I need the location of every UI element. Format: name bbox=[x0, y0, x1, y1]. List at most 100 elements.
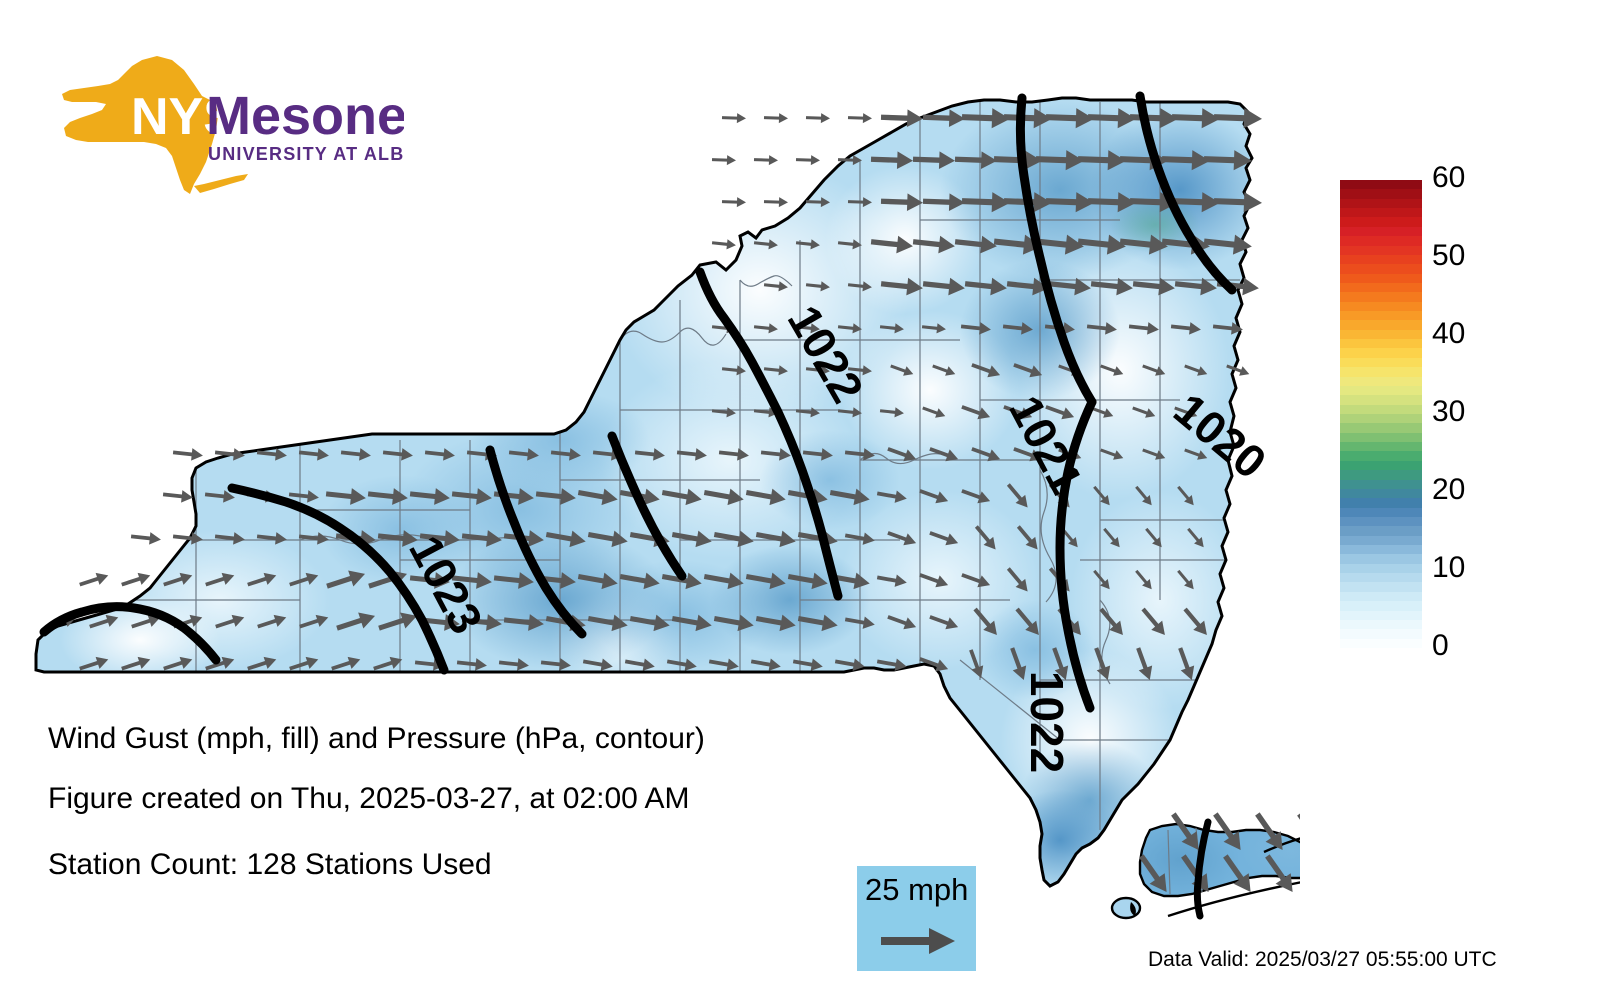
wind-barb bbox=[493, 488, 534, 505]
colorbar-tick-30: 30 bbox=[1432, 395, 1466, 428]
wind-barb bbox=[721, 197, 746, 208]
colorbar-band-7 bbox=[1340, 245, 1422, 255]
wind-barb bbox=[299, 614, 329, 629]
colorbar-band-24 bbox=[1340, 404, 1422, 414]
wind-barb bbox=[1161, 150, 1210, 171]
colorbar-band-26 bbox=[1340, 423, 1422, 433]
wind-vector-key: 25 mph bbox=[857, 866, 976, 971]
wind-barb bbox=[837, 239, 862, 250]
station-count-text: Station Count: 128 Stations Used bbox=[48, 848, 492, 881]
wind-barb bbox=[1119, 234, 1168, 255]
wind-barb bbox=[661, 488, 702, 506]
colorbar-band-11 bbox=[1340, 282, 1422, 293]
wind-barb bbox=[974, 525, 996, 550]
wind-barb bbox=[1035, 150, 1084, 171]
wind-barb bbox=[79, 572, 109, 587]
wind-barb bbox=[879, 323, 904, 334]
colorbar-band-46 bbox=[1340, 610, 1422, 620]
wind-barb bbox=[451, 488, 492, 505]
wind-barb bbox=[1094, 647, 1111, 680]
wind-barb bbox=[703, 488, 744, 506]
wind-barb bbox=[960, 322, 991, 335]
wind-barb bbox=[89, 614, 119, 629]
wind-barb bbox=[577, 488, 618, 506]
wind-barb bbox=[1177, 485, 1194, 506]
wind-barb bbox=[1226, 364, 1250, 376]
wind-barb bbox=[711, 239, 736, 250]
wind-barb bbox=[792, 658, 823, 671]
wind-barb bbox=[1100, 364, 1124, 376]
wind-barb bbox=[1045, 192, 1094, 213]
wind-barb bbox=[1077, 234, 1126, 255]
wind-barb bbox=[1145, 527, 1162, 548]
wind-barb bbox=[1135, 569, 1152, 590]
wind-barb bbox=[587, 530, 628, 548]
wind-barb bbox=[763, 113, 788, 124]
wind-barb bbox=[508, 448, 539, 461]
wind-barb bbox=[1213, 108, 1262, 129]
wind-barb bbox=[829, 572, 870, 590]
wind-barb bbox=[1183, 607, 1207, 636]
colorbar-band-49 bbox=[1340, 638, 1422, 648]
wind-barb bbox=[1142, 364, 1166, 376]
colorbar-band-10 bbox=[1340, 273, 1422, 283]
contour-1022-north bbox=[695, 267, 843, 601]
wind-barb bbox=[503, 614, 544, 631]
wind-barb bbox=[382, 448, 413, 461]
wind-barb bbox=[1187, 527, 1204, 548]
colorbar-band-40 bbox=[1340, 554, 1422, 564]
wind-barb bbox=[1003, 405, 1033, 420]
wind-barb bbox=[787, 572, 828, 590]
wind-barb bbox=[1006, 277, 1049, 296]
wind-barb bbox=[1255, 812, 1283, 851]
wind-barb bbox=[247, 572, 277, 587]
wind-barb bbox=[1002, 322, 1033, 335]
colorbar-tick-20: 20 bbox=[1432, 473, 1466, 506]
wind-barb bbox=[1045, 108, 1094, 129]
colorbar-band-27 bbox=[1340, 432, 1422, 443]
wind-barb bbox=[172, 532, 203, 545]
wind-barb bbox=[922, 109, 965, 127]
wind-barb bbox=[753, 239, 778, 250]
wind-barb bbox=[929, 615, 959, 630]
wind-barb bbox=[1128, 322, 1159, 335]
wind-barb bbox=[763, 197, 788, 208]
logo-mesonet-text: Mesonet bbox=[206, 86, 404, 146]
wind-barb bbox=[890, 364, 914, 376]
wind-barb bbox=[745, 488, 786, 506]
colorbar-band-12 bbox=[1340, 292, 1422, 302]
wind-barb bbox=[954, 151, 997, 169]
colorbar-band-0 bbox=[1340, 180, 1422, 190]
wind-barb bbox=[1212, 322, 1243, 335]
wind-barb bbox=[711, 407, 736, 418]
wind-barb bbox=[880, 193, 923, 211]
colorbar-tick-0: 0 bbox=[1432, 629, 1449, 662]
contour-1023-d bbox=[607, 431, 687, 581]
wind-barb bbox=[755, 614, 796, 632]
wind-barb bbox=[535, 572, 576, 589]
wind-barb bbox=[1223, 854, 1251, 893]
wind-barb bbox=[763, 365, 788, 376]
colorbar bbox=[1340, 180, 1422, 648]
wind-barb bbox=[205, 572, 235, 587]
colorbar-band-19 bbox=[1340, 357, 1422, 368]
wind-barb bbox=[1090, 406, 1114, 418]
wind-barb bbox=[535, 488, 576, 505]
colorbar-band-1 bbox=[1340, 189, 1422, 199]
wind-barb bbox=[1013, 447, 1043, 462]
wind-barb bbox=[1171, 108, 1220, 129]
wind-barb bbox=[545, 530, 586, 548]
colorbar-tick-labels: 60 50 40 30 20 10 0 bbox=[1432, 160, 1502, 680]
wind-barb bbox=[671, 530, 712, 548]
colorbar-band-44 bbox=[1340, 591, 1422, 602]
wind-barb bbox=[461, 530, 502, 547]
logo-subtitle: UNIVERSITY AT ALBANY bbox=[208, 144, 404, 164]
wind-barb bbox=[1035, 234, 1084, 255]
wind-barb bbox=[876, 490, 907, 503]
wind-barb bbox=[1048, 277, 1091, 296]
wind-barb bbox=[795, 407, 820, 418]
wind-barb bbox=[1013, 363, 1043, 378]
colorbar-band-31 bbox=[1340, 470, 1422, 480]
colorbar-tick-50: 50 bbox=[1432, 239, 1466, 272]
